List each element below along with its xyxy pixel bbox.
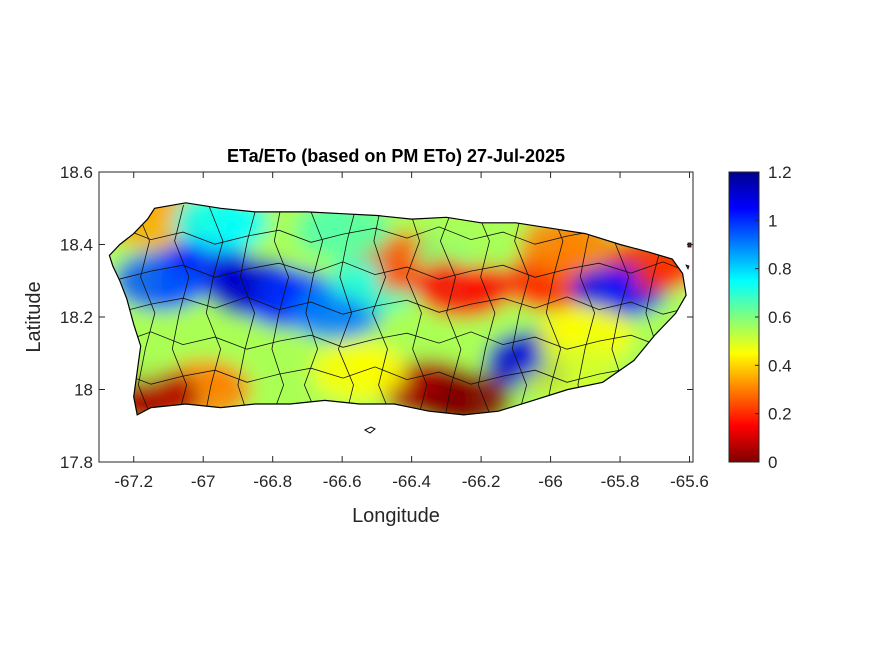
- x-tick-label: -66.8: [253, 472, 292, 491]
- heat-speck: [514, 346, 543, 375]
- heat-speck: [557, 320, 586, 349]
- colorbar-tick-label: 0.4: [768, 356, 792, 375]
- y-axis-label: Latitude: [23, 281, 45, 352]
- boundary-line: [118, 331, 687, 350]
- y-axis-ticks: 17.8 18 18.2 18.4 18.6: [60, 163, 693, 472]
- heat-speck: [352, 261, 381, 290]
- heat-speck: [463, 232, 492, 261]
- island-outline: [108, 202, 687, 416]
- boundary-line: [543, 204, 564, 415]
- boundary-line: [439, 204, 462, 415]
- x-tick-label: -65.8: [601, 472, 640, 491]
- x-tick-label: -66: [538, 472, 563, 491]
- colorbar-tick-label: 0: [768, 453, 777, 472]
- boundary-line: [134, 204, 156, 415]
- boundary-line: [303, 204, 324, 415]
- heat-speck: [352, 355, 381, 384]
- boundary-line: [118, 296, 687, 315]
- y-tick-label: 18.2: [60, 308, 93, 327]
- y-tick-label: 17.8: [60, 453, 93, 472]
- boundary-line: [237, 204, 258, 415]
- colorbar: [728, 171, 760, 463]
- heat-speck: [524, 273, 553, 302]
- heat-speck: [317, 212, 346, 240]
- boundary-line: [118, 366, 687, 385]
- boundary-line: [171, 204, 190, 415]
- cabeza-de-perro-islet: [685, 242, 692, 271]
- heat-speck: [174, 242, 203, 271]
- y-tick-label: 18.4: [60, 236, 93, 255]
- colorbar-tick-label: 0.2: [768, 405, 792, 424]
- heat-speck: [153, 275, 182, 304]
- boundary-line: [474, 204, 496, 415]
- map-title: ETa/ETo (based on PM ETo) 27-Jul-2025: [227, 146, 565, 166]
- boundary-line: [511, 204, 530, 415]
- x-tick-label: -66.4: [392, 472, 431, 491]
- y-tick-label: 18: [74, 381, 93, 400]
- heat-speck: [449, 391, 478, 415]
- heat-speck: [218, 211, 247, 240]
- boundary-line: [203, 204, 224, 415]
- x-tick-label: -66.6: [323, 472, 362, 491]
- boundary-line: [577, 204, 598, 415]
- heat-speck: [608, 267, 637, 295]
- heat-speck: [460, 268, 489, 296]
- boundary-line: [405, 204, 428, 415]
- colorbar-tick-label: 0.8: [768, 260, 792, 279]
- x-tick-label: -67.2: [114, 472, 153, 491]
- heat-speck: [563, 352, 592, 381]
- heat-speck: [387, 256, 416, 285]
- x-tick-label: -66.2: [462, 472, 501, 491]
- colorbar-tick-label: 1: [768, 211, 777, 230]
- boundary-line: [270, 204, 290, 415]
- x-axis-label: Longitude: [352, 505, 440, 527]
- x-axis-ticks: -67.2 -67 -66.8 -66.6 -66.4 -66.2 -66 -65.8 -65.…: [114, 172, 709, 491]
- heat-speck: [233, 277, 262, 305]
- heat-speck: [334, 297, 363, 326]
- boundary-line: [337, 204, 357, 415]
- boundary-line: [118, 261, 687, 280]
- x-tick-label: -65.6: [670, 472, 709, 491]
- x-tick-label: -67: [191, 472, 216, 491]
- y-tick-label: 18.6: [60, 163, 93, 182]
- colorbar-tick-label: 1.2: [768, 163, 792, 182]
- heat-speck: [556, 232, 585, 261]
- colorbar-tick-label: 0.6: [768, 308, 792, 327]
- caja-de-muertos-islet: [363, 426, 376, 434]
- boundary-line: [371, 204, 394, 415]
- colorbar-ticks: 0 0.2 0.4 0.6 0.8 1 1.2: [755, 163, 792, 472]
